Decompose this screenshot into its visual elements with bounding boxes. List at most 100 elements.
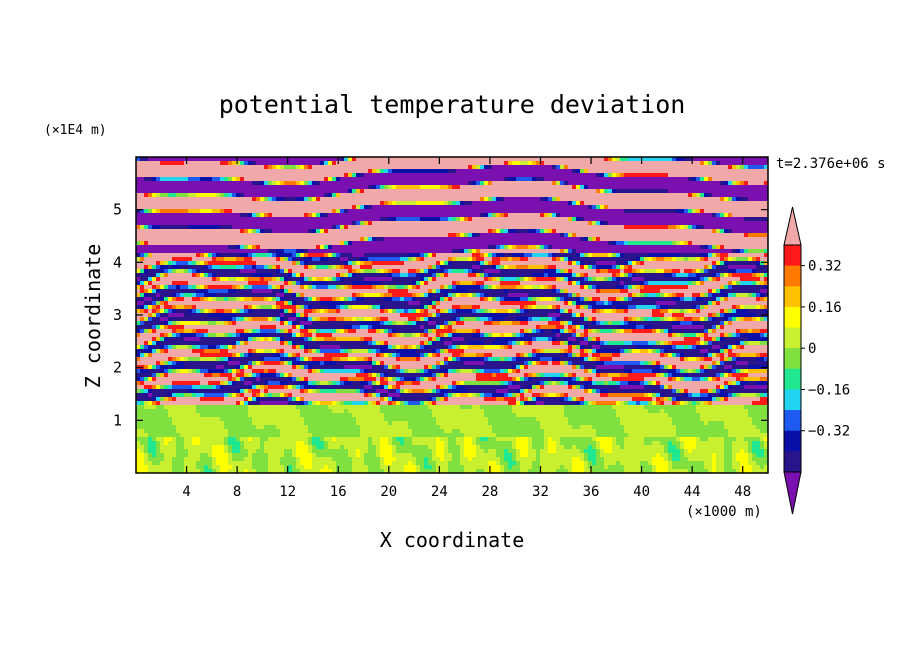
field-cell xyxy=(436,273,441,278)
field-cell xyxy=(332,265,337,270)
field-cell xyxy=(744,221,749,226)
field-cell xyxy=(576,233,581,238)
field-cell xyxy=(268,237,273,242)
field-cell xyxy=(588,161,593,166)
field-cell xyxy=(716,161,721,166)
field-cell xyxy=(144,185,149,190)
field-cell xyxy=(228,161,233,166)
field-cell xyxy=(716,253,721,258)
field-cell xyxy=(148,245,153,250)
field-cell xyxy=(676,181,681,186)
field-cell xyxy=(228,229,233,234)
field-cell xyxy=(596,221,601,226)
field-cell xyxy=(536,241,541,246)
field-cell xyxy=(416,185,421,190)
field-cell xyxy=(316,209,321,214)
field-cell xyxy=(508,249,513,254)
field-cell xyxy=(648,197,653,202)
field-cell xyxy=(368,237,373,242)
field-cell xyxy=(464,177,469,182)
field-cell xyxy=(348,177,353,182)
field-cell xyxy=(376,181,381,186)
field-cell xyxy=(228,209,233,214)
field-cell xyxy=(168,269,173,274)
field-cell xyxy=(428,237,433,242)
field-cell xyxy=(520,181,525,186)
field-cell xyxy=(236,213,241,218)
field-cell xyxy=(216,281,221,286)
field-cell xyxy=(532,165,537,170)
field-cell xyxy=(648,205,653,210)
field-cell xyxy=(400,277,405,282)
field-cell xyxy=(340,197,345,202)
field-cell xyxy=(344,169,349,174)
field-cell xyxy=(532,181,537,186)
field-cell xyxy=(452,221,457,226)
field-cell xyxy=(724,265,729,270)
field-cell xyxy=(192,173,197,178)
field-cell xyxy=(684,217,689,222)
field-cell xyxy=(732,169,737,174)
field-cell xyxy=(344,277,349,282)
field-cell xyxy=(464,229,469,234)
field-cell xyxy=(368,169,373,174)
field-cell xyxy=(452,201,457,206)
field-cell xyxy=(592,277,597,282)
field-cell xyxy=(712,249,717,254)
field-cell xyxy=(568,157,573,162)
field-cell xyxy=(668,245,673,250)
field-cell xyxy=(500,237,505,242)
field-cell xyxy=(144,213,149,218)
field-cell xyxy=(524,173,529,178)
field-cell xyxy=(296,237,301,242)
field-cell xyxy=(172,237,177,242)
field-cell xyxy=(332,181,337,186)
field-cell xyxy=(668,273,673,278)
field-cell xyxy=(708,205,713,210)
field-cell xyxy=(568,265,573,270)
field-cell xyxy=(304,281,309,286)
field-cell xyxy=(332,185,337,190)
field-cell xyxy=(268,265,273,270)
field-cell xyxy=(484,245,489,250)
field-cell xyxy=(384,229,389,234)
field-cell xyxy=(320,185,325,190)
field-cell xyxy=(664,237,669,242)
field-cell xyxy=(748,193,753,198)
field-cell xyxy=(708,173,713,178)
field-cell xyxy=(720,185,725,190)
field-cell xyxy=(484,277,489,282)
field-cell xyxy=(296,193,301,198)
field-cell xyxy=(624,233,629,238)
field-cell xyxy=(644,269,649,274)
field-cell xyxy=(272,205,277,210)
field-cell xyxy=(348,185,353,190)
field-cell xyxy=(288,181,293,186)
field-cell xyxy=(432,197,437,202)
field-cell xyxy=(328,217,333,222)
field-cell xyxy=(260,229,265,234)
field-cell xyxy=(508,217,513,222)
field-cell xyxy=(460,157,465,162)
field-cell xyxy=(184,241,189,246)
field-cell xyxy=(568,273,573,278)
field-cell xyxy=(352,177,357,182)
field-cell xyxy=(304,273,309,278)
field-cell xyxy=(608,173,613,178)
field-cell xyxy=(432,249,437,254)
field-cell xyxy=(344,265,349,270)
field-cell xyxy=(244,261,249,266)
field-cell xyxy=(748,277,753,282)
field-cell xyxy=(452,229,457,234)
field-cell xyxy=(700,173,705,178)
field-cell xyxy=(228,253,233,258)
field-cell xyxy=(536,189,541,194)
field-cell xyxy=(364,189,369,194)
field-cell xyxy=(620,165,625,170)
field-cell xyxy=(376,157,381,162)
field-cell xyxy=(672,261,677,266)
field-cell xyxy=(696,257,701,262)
field-cell xyxy=(464,181,469,186)
field-cell xyxy=(164,165,169,170)
field-cell xyxy=(380,161,385,166)
